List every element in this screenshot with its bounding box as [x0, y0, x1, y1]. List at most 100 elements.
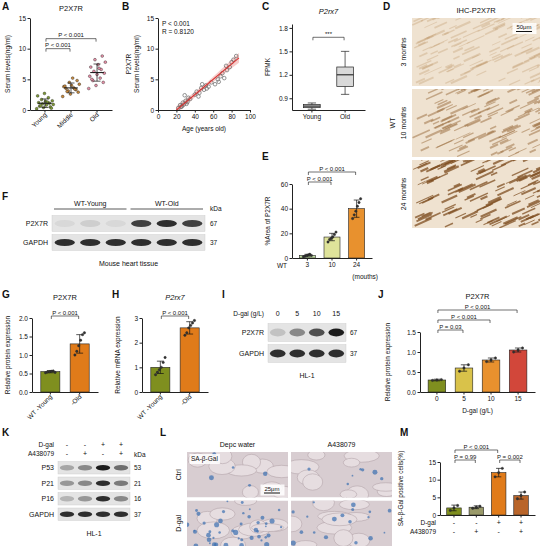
data-point	[475, 506, 477, 508]
data-point	[197, 95, 201, 99]
x-axis: 020406080100	[157, 110, 257, 120]
axis-line	[32, 319, 33, 393]
data-point	[516, 498, 518, 500]
tick-label: WT -Young	[136, 393, 165, 422]
label-patch	[190, 454, 220, 464]
data-point	[88, 75, 91, 78]
error-bar	[356, 200, 357, 217]
panel-letter: B	[122, 1, 129, 12]
panel-letter: L	[160, 427, 166, 438]
blot-strip	[52, 216, 205, 232]
data-point	[234, 54, 238, 58]
data-point	[521, 347, 523, 349]
figure: 051015YoungMiddleOldAP2X7RSerum levels(n…	[0, 0, 545, 552]
row-label: P2X7R	[242, 329, 264, 336]
blot-band	[270, 350, 286, 358]
micrograph	[412, 18, 540, 86]
data-point	[333, 233, 335, 235]
tick-mark	[290, 209, 293, 210]
tick-label: -Old	[179, 393, 193, 407]
axis-line	[159, 110, 251, 111]
panel: D3 months10 months24 monthsIHC-P2X7RWT50…	[383, 1, 545, 228]
y-axis-title: P2X7R	[125, 53, 132, 74]
significance-bracket	[455, 450, 498, 453]
annotation: P < 0.001	[162, 20, 190, 27]
x-axis-title: Age (years old)	[182, 125, 226, 133]
error-cap	[41, 107, 48, 108]
panel: 0.00.51.01.5051015JP2X7RRelative protein…	[378, 289, 536, 415]
error-bar	[44, 99, 45, 108]
row-label: Ctrl	[175, 469, 182, 480]
tick-label: 60	[210, 113, 218, 120]
tick-mark	[28, 79, 31, 80]
x-axis: YoungMiddleOld	[30, 110, 112, 129]
tick-mark	[418, 332, 421, 333]
blot-band	[78, 481, 92, 487]
plot-area	[304, 51, 354, 109]
bar	[482, 360, 500, 392]
error-cap	[76, 353, 83, 354]
blot-band	[182, 239, 202, 246]
tick-label: Old	[340, 113, 351, 120]
tick-mark	[156, 110, 159, 111]
data-point	[501, 467, 503, 469]
data-point	[222, 76, 226, 80]
y-axis-tick: 1.2	[279, 71, 292, 78]
data-point	[523, 491, 525, 493]
data-point	[54, 371, 56, 373]
y-axis: 0.00.51.01.5	[407, 329, 421, 396]
x-tick: Young	[303, 110, 322, 121]
error-bar	[498, 468, 499, 476]
blot-band	[96, 496, 110, 502]
data-point	[164, 356, 166, 358]
blot-band	[309, 350, 325, 358]
y-axis-tick: 20	[281, 230, 292, 237]
tick-label: 1.0	[19, 352, 28, 359]
micrograph	[412, 89, 540, 157]
x-tick	[498, 515, 499, 518]
significance-bracket	[51, 316, 78, 319]
y-axis-tick: 0	[22, 107, 30, 114]
tick-mark	[290, 184, 293, 185]
whisker-cap	[341, 94, 349, 95]
error-cap	[496, 468, 501, 469]
blot-band	[60, 496, 74, 502]
y-axis-title: %Area of P2X7R	[264, 196, 271, 245]
blot-band	[55, 239, 75, 246]
y-axis-tick: 1.5	[19, 333, 32, 340]
data-point	[36, 94, 39, 97]
blot-band	[114, 496, 128, 502]
blot-band	[114, 481, 128, 487]
x-axis-title: D-gal (g/L)	[462, 407, 493, 415]
y-axis: 0.00.51.01.52.0	[19, 315, 33, 396]
tick-label: 40	[192, 113, 200, 120]
tick-mark	[290, 98, 293, 99]
y-axis-tick: 0.5	[407, 369, 420, 376]
y-axis-tick: 1.5	[279, 48, 292, 55]
error-bar	[71, 83, 72, 93]
y-axis-tick: 0.0	[407, 389, 420, 396]
tick-mark	[50, 392, 51, 395]
blot-band	[78, 465, 92, 471]
x-axis: 051015	[421, 392, 536, 402]
panel-title: P2X7R	[59, 4, 83, 13]
error-bar	[476, 506, 477, 509]
data-point	[183, 93, 187, 97]
significance-bracket	[438, 330, 463, 333]
panel-letter: A	[2, 1, 9, 12]
data-point	[71, 77, 74, 80]
blot-band	[60, 481, 74, 487]
blot-strip	[58, 477, 130, 490]
x-axis-tick: 60	[210, 110, 218, 120]
tick-mark	[28, 110, 31, 111]
error-cap	[41, 98, 48, 99]
tick-label: 0.0	[407, 389, 416, 396]
significance-bracket	[161, 316, 188, 319]
data-point	[213, 82, 217, 86]
error-cap	[515, 352, 521, 353]
micrograph	[187, 501, 288, 547]
y-axis-tick: 5	[432, 494, 440, 501]
panel: LCtrlD-galDepc waterA438079SA-β-Gal25μm	[160, 427, 399, 552]
blot-band	[55, 220, 75, 227]
x-tick: Middle	[56, 110, 75, 129]
